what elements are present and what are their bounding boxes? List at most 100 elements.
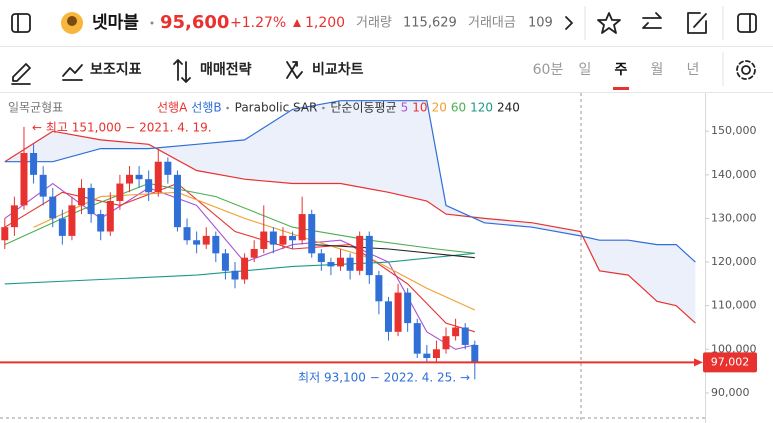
candle-body — [97, 214, 105, 232]
candle-body — [365, 235, 373, 276]
edit-button[interactable] — [687, 12, 707, 34]
candle-body — [298, 214, 306, 241]
legend-separator — [226, 106, 229, 110]
candle-body — [337, 257, 345, 267]
settings-icon — [736, 60, 756, 80]
candle-body — [269, 231, 277, 245]
period-tab[interactable]: 년 — [687, 62, 700, 78]
legend-ma: 60 — [451, 101, 466, 115]
candle-body — [432, 349, 440, 359]
legend-ma: 240 — [497, 101, 520, 115]
candle-body — [317, 253, 325, 263]
candle-body — [202, 235, 210, 245]
candle-body — [78, 187, 86, 206]
tool-button[interactable]: 비교차트 — [312, 62, 364, 78]
candle-body — [49, 196, 57, 219]
moving-average — [311, 244, 475, 259]
volume: 115,629 — [403, 16, 457, 31]
tool-button[interactable]: 매매전략 — [200, 61, 252, 78]
stock-name: 넷마블 — [92, 13, 139, 33]
swap-button[interactable] — [642, 12, 662, 29]
candle-body — [471, 344, 479, 363]
low-annotation: 최저 93,100 − 2022. 4. 25. → — [298, 371, 470, 385]
amount: 109 — [528, 16, 553, 31]
candle-body — [1, 227, 9, 241]
legend-ma: 120 — [470, 101, 493, 115]
y-tick-label: 100,000 — [711, 342, 757, 355]
plot-area — [1, 100, 696, 380]
candle-body — [250, 248, 258, 258]
period-tab[interactable]: 일 — [579, 62, 592, 78]
period-tab[interactable]: 주 — [615, 62, 628, 78]
candle-body — [30, 153, 38, 175]
price: 95,600 — [160, 12, 229, 33]
last-price-arrow — [694, 358, 703, 367]
y-tick-label: 140,000 — [711, 168, 757, 181]
favorite-button[interactable] — [597, 12, 621, 34]
candle-body — [145, 179, 153, 193]
panel-button[interactable] — [737, 13, 757, 33]
candle-body — [442, 336, 450, 350]
candle-body — [346, 257, 354, 271]
candle-body — [212, 235, 220, 254]
y-tick-label: 90,000 — [711, 386, 750, 399]
legend-ma: 20 — [432, 101, 447, 115]
candle-body — [106, 200, 114, 232]
separator — [150, 21, 154, 25]
candle-body — [375, 275, 383, 302]
settings-button[interactable] — [741, 65, 751, 75]
candle-body — [384, 301, 392, 332]
toolbar: 보조지표 매매전략 비교차트 60분 일 주 월 년 — [0, 52, 773, 93]
candle-body — [39, 174, 47, 197]
period-tab[interactable]: 60분 — [533, 62, 564, 78]
change: 1,200 — [305, 15, 345, 31]
cloud-span — [4, 100, 696, 263]
chart: 일목균형표 ← 최고 151,000 − 2021. 4. 19. 최저 93,… — [0, 93, 757, 423]
candle-body — [327, 262, 335, 267]
indicator-icon — [62, 64, 83, 81]
candle-body — [289, 235, 297, 241]
candle-body — [10, 205, 18, 228]
draw-button[interactable] — [11, 63, 31, 85]
candle-body — [241, 257, 249, 280]
last-price-box — [703, 352, 757, 373]
legend-title: 일목균형표 — [8, 101, 63, 115]
candle-body — [413, 323, 421, 354]
candle-body — [116, 183, 124, 201]
y-tick-label: 130,000 — [711, 211, 757, 224]
period-underline — [613, 87, 629, 90]
tool-button[interactable]: 보조지표 — [90, 62, 142, 78]
candle-body — [87, 187, 95, 215]
candle-body — [154, 161, 162, 193]
candle-body — [308, 214, 316, 254]
candle-body — [279, 235, 287, 245]
up-arrow — [293, 19, 301, 27]
last-price-label: 97,002 — [711, 355, 750, 368]
candle-body — [221, 253, 229, 271]
y-tick-label: 110,000 — [711, 299, 757, 312]
y-tick-label: 150,000 — [711, 124, 757, 137]
candle-body — [394, 292, 402, 332]
scroll-right[interactable] — [565, 16, 573, 30]
compare-icon — [286, 61, 303, 79]
legend-separator — [322, 106, 325, 110]
legend-ma-title: 단순이동평균 — [330, 101, 396, 115]
menu-button[interactable] — [11, 13, 31, 33]
candle-body — [461, 327, 469, 345]
change-pct: +1.27% — [230, 15, 286, 31]
moving-average — [4, 252, 475, 285]
legend-ma: 10 — [412, 101, 427, 115]
candle-body — [125, 174, 133, 184]
y-tick-label: 120,000 — [711, 255, 757, 268]
header: 넷마블 95,600 +1.27% 1,200 거래량 115,629 거래대금… — [0, 6, 773, 47]
amount-label: 거래대금 — [468, 16, 516, 31]
candle-body — [452, 327, 460, 337]
legend-span: 선행B — [191, 100, 221, 115]
legend-ma: 5 — [401, 101, 409, 115]
legend-span: 선행A — [157, 100, 188, 115]
candle-body — [20, 153, 28, 206]
candle-body — [173, 174, 181, 228]
period-tab[interactable]: 월 — [651, 62, 664, 78]
